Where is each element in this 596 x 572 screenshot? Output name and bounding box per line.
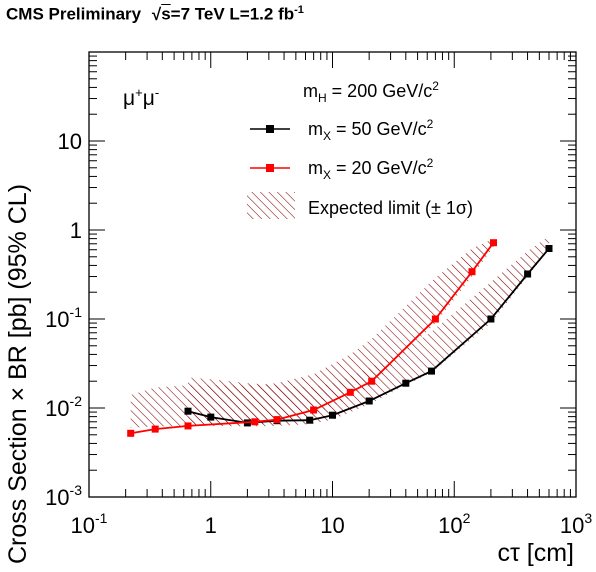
svg-text:Expected limit (± 1σ): Expected limit (± 1σ) bbox=[308, 198, 473, 218]
series-1-point-3 bbox=[251, 418, 259, 426]
luminosity-unit-exponent: -1 bbox=[294, 4, 304, 16]
axis-tick-labels: 10-1 1 10 102 103 10-3 10-2 10-1 1 10 bbox=[45, 129, 592, 538]
series-1-point-6 bbox=[346, 388, 354, 396]
series-0-point-10 bbox=[524, 270, 532, 278]
series-1-point-1 bbox=[151, 425, 159, 433]
y-tick-label: 10-2 bbox=[45, 393, 82, 421]
y-tick-label: 1 bbox=[70, 218, 82, 243]
x-tick-label: 10-1 bbox=[71, 510, 108, 538]
series-1-point-10 bbox=[490, 239, 497, 247]
series-0-point-9 bbox=[487, 315, 495, 323]
y-tick-label: 10 bbox=[58, 129, 82, 154]
y-tick-label: 10-1 bbox=[45, 304, 82, 332]
series-1-point-0 bbox=[127, 429, 135, 437]
x-axis-title: cτ [cm] bbox=[497, 539, 574, 567]
experiment-header: CMS Preliminary √s=7 TeV L=1.2 fb-1 bbox=[6, 4, 304, 25]
expected-bands bbox=[130, 236, 549, 428]
series-1-point-8 bbox=[431, 315, 439, 323]
energy-s: s bbox=[161, 4, 171, 24]
series-0-point-11 bbox=[545, 245, 553, 252]
legend: mH = 200 GeV/c2 mX = 50 GeV/c2 mX = 20 G… bbox=[247, 79, 473, 219]
series-1-point-9 bbox=[468, 268, 476, 276]
y-tick-label: 10-3 bbox=[45, 482, 82, 510]
series-0-point-0 bbox=[184, 407, 192, 415]
series-0-point-5 bbox=[329, 411, 336, 419]
series-0-point-4 bbox=[306, 416, 314, 424]
experiment-label: CMS Preliminary bbox=[6, 4, 142, 24]
legend-entry-mx50: mX = 50 GeV/c2 bbox=[250, 117, 434, 143]
series-1-point-2 bbox=[184, 422, 192, 430]
series-0-point-6 bbox=[365, 397, 373, 405]
series-0-point-8 bbox=[428, 367, 435, 375]
energy-luminosity: =7 TeV L=1.2 fb bbox=[170, 4, 295, 24]
legend-header: mH = 200 GeV/c2 bbox=[303, 79, 439, 105]
x-tick-label: 1 bbox=[205, 513, 217, 538]
x-tick-label: 102 bbox=[438, 510, 470, 538]
x-tick-label: 10 bbox=[320, 513, 344, 538]
svg-text:mX = 20 GeV/c2: mX = 20 GeV/c2 bbox=[308, 156, 434, 182]
data-series bbox=[127, 239, 553, 437]
channel-label: μ+μ- bbox=[123, 85, 159, 110]
svg-text:mX = 50 GeV/c2: mX = 50 GeV/c2 bbox=[308, 117, 434, 143]
series-1-point-4 bbox=[273, 416, 281, 424]
axis-ticks bbox=[88, 52, 576, 498]
series-0-point-1 bbox=[207, 413, 215, 421]
series-1-point-5 bbox=[310, 406, 318, 414]
legend-entry-mx20: mX = 20 GeV/c2 bbox=[250, 156, 434, 182]
legend-entry-expected: Expected limit (± 1σ) bbox=[247, 192, 473, 219]
x-tick-label: 103 bbox=[560, 510, 592, 538]
series-1-point-7 bbox=[368, 377, 376, 385]
energy-root-sign: √ bbox=[151, 4, 162, 24]
series-0-point-7 bbox=[402, 379, 410, 387]
y-axis-title: Cross Section × BR [pb] (95% CL) bbox=[4, 184, 32, 564]
